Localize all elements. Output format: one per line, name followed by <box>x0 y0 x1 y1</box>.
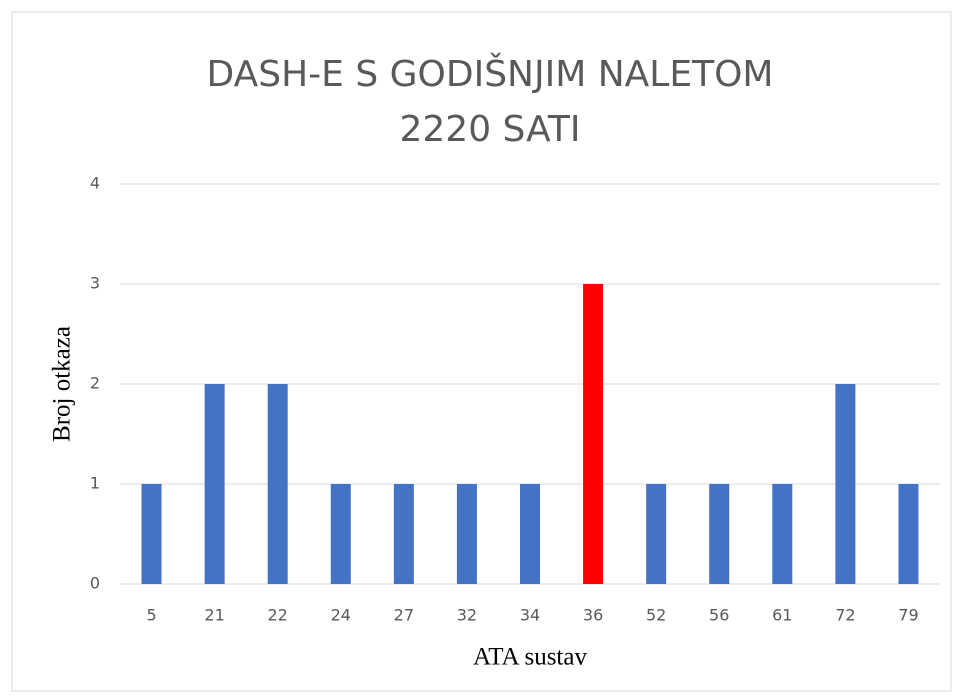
bar <box>204 384 225 584</box>
chart-border <box>11 11 952 692</box>
bar <box>520 484 540 584</box>
x-tick-label: 79 <box>898 606 918 625</box>
x-tick-label: 56 <box>709 606 729 625</box>
bar <box>141 484 162 584</box>
y-tick-label: 1 <box>90 474 100 493</box>
x-axis-label: ATA sustav <box>473 644 587 671</box>
y-tick-label: 4 <box>90 174 100 193</box>
bar <box>393 484 414 584</box>
x-tick-label: 21 <box>204 606 224 625</box>
x-tick-label: 5 <box>146 606 156 625</box>
bar <box>772 484 793 584</box>
bar <box>709 484 730 584</box>
x-tick-label: 36 <box>583 606 603 625</box>
x-tick-label: 32 <box>457 606 477 625</box>
y-axis-label: Broj otkaza <box>49 326 76 442</box>
x-tick-label: 52 <box>646 606 666 625</box>
bar <box>835 384 856 584</box>
x-tick-label: 61 <box>772 606 792 625</box>
x-tick-label: 72 <box>835 606 855 625</box>
bar <box>456 484 477 584</box>
x-tick-label: 34 <box>520 606 540 625</box>
x-tick-label: 22 <box>268 606 288 625</box>
x-tick-label: 24 <box>331 606 351 625</box>
bar <box>646 484 667 584</box>
bar <box>898 484 919 584</box>
chart-title: 2220 SATI <box>399 109 580 150</box>
x-tick-label: 27 <box>394 606 414 625</box>
y-tick-label: 0 <box>90 574 100 593</box>
y-tick-label: 2 <box>90 374 100 393</box>
bar <box>267 384 288 584</box>
bar <box>330 484 351 584</box>
y-tick-label: 3 <box>90 274 100 293</box>
bar <box>583 284 604 584</box>
chart-title: DASH-E S GODIŠNJIM NALETOM <box>207 53 774 95</box>
